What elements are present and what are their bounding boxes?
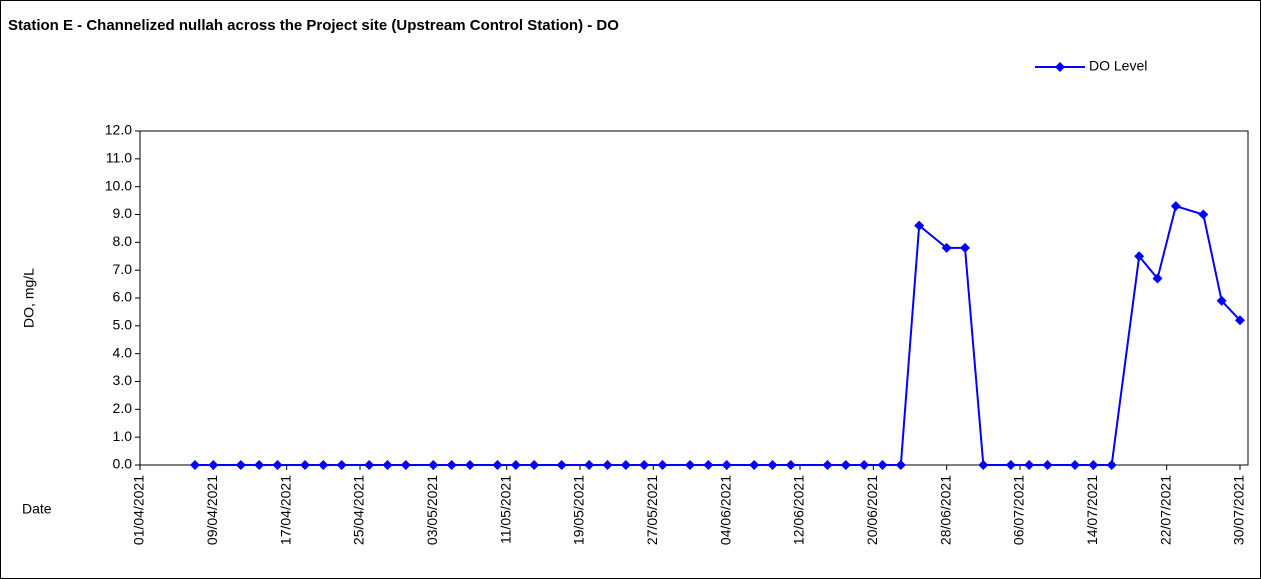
data-point [960,242,970,253]
x-tick-label: 14/07/2021 [1084,475,1100,545]
data-point [657,460,668,470]
data-point [1088,460,1099,470]
data-point [254,460,265,470]
legend-label: DO Level [1089,58,1147,74]
data-point [877,460,888,470]
data-point [895,460,906,470]
x-tick-label: 04/06/2021 [717,475,733,545]
data-point [336,460,347,470]
data-point [465,460,475,470]
x-tick-label: 22/07/2021 [1157,475,1173,545]
x-tick-label: 27/05/2021 [644,475,660,545]
data-point [822,460,833,470]
x-tick-label: 12/06/2021 [791,475,807,545]
y-tick-label: 1.0 [113,428,133,444]
x-tick-label: 06/07/2021 [1011,475,1027,545]
data-point [1106,460,1117,470]
data-point [703,460,714,470]
data-point [208,460,219,470]
data-point [300,460,310,470]
data-point [318,460,329,470]
y-axis-label: DO, mg/L [21,268,37,328]
data-point [685,460,695,470]
data-point [400,460,411,470]
x-tick-label: 09/04/2021 [204,475,220,545]
data-point [428,460,439,470]
x-tick-label: 17/04/2021 [277,475,293,545]
y-tick-label: 2.0 [113,400,133,416]
data-point [584,460,595,470]
data-point [620,460,631,470]
x-axis-label: Date [22,501,52,517]
x-tick-label: 30/07/2021 [1231,475,1247,545]
data-point [382,460,393,470]
y-tick-label: 8.0 [113,233,133,249]
data-point [978,460,989,470]
data-point [749,460,760,470]
y-tick-label: 6.0 [113,289,133,305]
data-point [721,460,732,470]
data-point [602,460,613,470]
data-point [446,460,457,470]
y-tick-label: 3.0 [113,372,133,388]
data-point [529,460,540,470]
data-point [914,220,925,231]
data-point [272,460,283,470]
data-point [1216,295,1227,306]
y-tick-label: 4.0 [113,344,133,360]
data-point [364,460,375,470]
legend-marker [1055,62,1065,72]
data-point [1170,201,1181,212]
data-point [1198,209,1209,220]
x-tick-label: 11/05/2021 [497,475,513,544]
y-tick-label: 7.0 [113,261,133,277]
data-point [510,460,521,470]
x-tick-label: 25/04/2021 [351,475,367,545]
data-point [859,460,870,470]
x-tick-label: 20/06/2021 [864,475,880,545]
x-tick-label: 01/04/2021 [131,475,147,545]
y-tick-label: 12.0 [105,122,132,138]
y-tick-label: 10.0 [105,177,132,193]
y-tick-label: 9.0 [113,205,133,221]
data-point [1235,315,1245,326]
data-point [1152,273,1163,284]
data-point [767,460,778,470]
chart-title: Station E - Channelized nullah across th… [8,17,619,34]
x-tick-label: 19/05/2021 [571,475,587,545]
x-tick-label: 03/05/2021 [424,475,440,545]
y-tick-label: 11.0 [106,150,132,166]
data-point [1070,460,1080,470]
x-tick-label: 28/06/2021 [937,475,953,545]
data-point [840,460,851,470]
data-point [785,460,796,470]
data-point [556,460,567,470]
data-point [1134,251,1145,262]
data-point [941,242,952,253]
data-point [1005,460,1016,470]
data-point [190,460,200,470]
data-point [639,460,650,470]
data-point [1024,460,1035,470]
data-point [235,460,246,470]
y-tick-label: 5.0 [113,317,133,333]
data-point [492,460,503,470]
y-tick-label: 0.0 [113,456,133,472]
data-point [1042,460,1053,470]
